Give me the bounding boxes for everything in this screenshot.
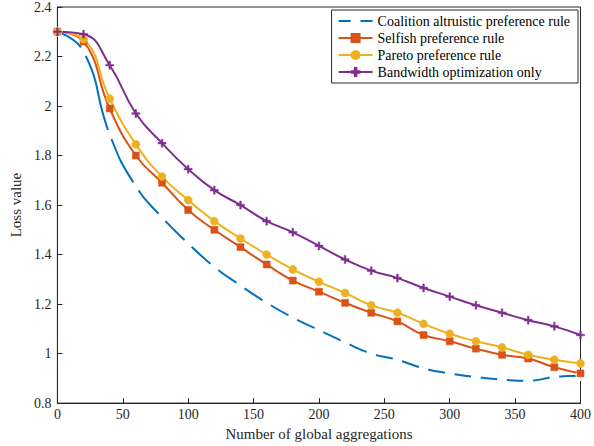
svg-text:200: 200 — [308, 407, 329, 422]
svg-text:1.4: 1.4 — [34, 247, 52, 262]
svg-text:Coalition altruistic preferenc: Coalition altruistic preference rule — [378, 14, 570, 29]
svg-text:2: 2 — [44, 99, 51, 114]
svg-text:1.8: 1.8 — [34, 148, 52, 163]
svg-text:Number of global aggregations: Number of global aggregations — [225, 426, 412, 442]
svg-text:350: 350 — [505, 407, 526, 422]
svg-text:1: 1 — [44, 346, 51, 361]
svg-text:0: 0 — [54, 407, 61, 422]
svg-text:400: 400 — [570, 407, 591, 422]
svg-text:150: 150 — [243, 407, 264, 422]
svg-text:2.4: 2.4 — [34, 0, 52, 15]
svg-text:1.2: 1.2 — [34, 297, 52, 312]
svg-text:2.2: 2.2 — [34, 49, 52, 64]
svg-text:Loss value: Loss value — [8, 172, 24, 237]
svg-text:250: 250 — [374, 407, 395, 422]
svg-text:Pareto preference rule: Pareto preference rule — [378, 48, 502, 63]
svg-text:300: 300 — [439, 407, 460, 422]
svg-text:50: 50 — [116, 407, 130, 422]
svg-text:Bandwidth optimization only: Bandwidth optimization only — [378, 65, 542, 80]
svg-text:1.6: 1.6 — [34, 198, 52, 213]
svg-text:0.8: 0.8 — [34, 396, 52, 411]
svg-text:100: 100 — [178, 407, 199, 422]
svg-text:Selfish preference rule: Selfish preference rule — [378, 31, 505, 46]
